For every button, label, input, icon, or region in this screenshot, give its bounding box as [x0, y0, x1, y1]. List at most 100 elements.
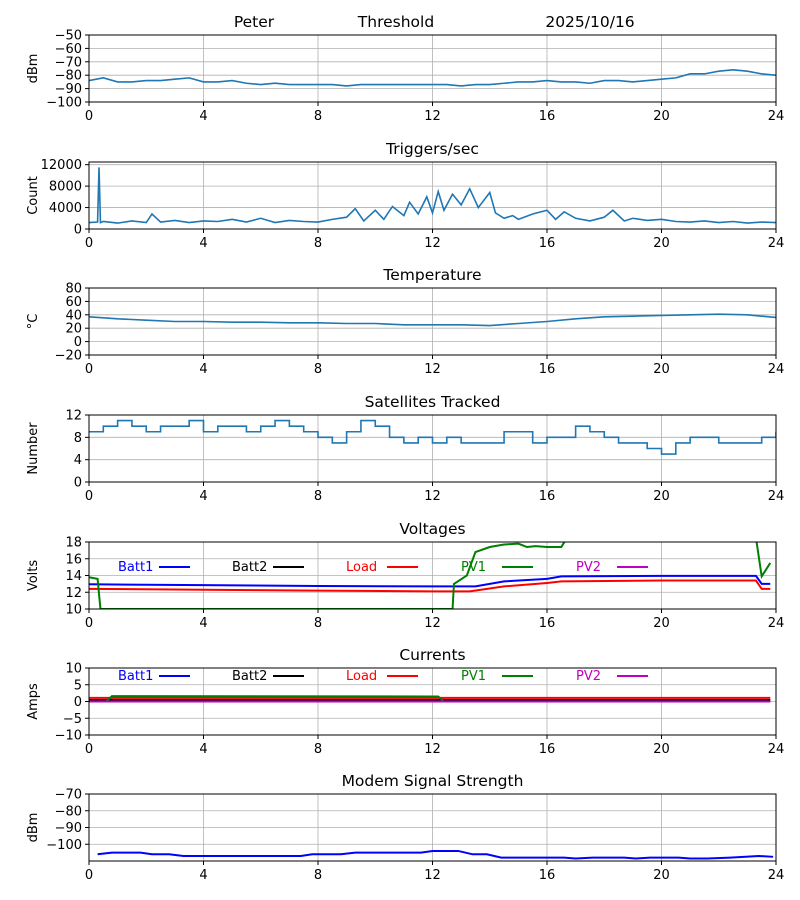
x-tick-label: 20	[653, 109, 670, 124]
x-tick-label: 24	[768, 489, 785, 504]
y-tick-label: 0	[74, 335, 82, 350]
panel-title: Temperature	[382, 266, 481, 284]
axes-frame	[88, 161, 777, 230]
x-tick-label: 12	[424, 742, 441, 757]
x-tick-label: 0	[85, 868, 93, 883]
y-tick-label: 20	[65, 322, 82, 337]
x-tick-label: 8	[314, 362, 322, 377]
y-tick-label: −50	[55, 29, 82, 44]
y-tick-label: 10	[65, 603, 82, 618]
x-tick-label: 20	[653, 362, 670, 377]
y-tick-label: −60	[55, 42, 82, 57]
x-tick-label: 12	[424, 489, 441, 504]
x-tick-label: 24	[768, 236, 785, 251]
series-line-triggers	[89, 167, 776, 224]
x-tick-label: 20	[653, 236, 670, 251]
axes-frame	[88, 541, 777, 610]
x-tick-label: 20	[653, 616, 670, 631]
y-tick-label: −80	[55, 804, 82, 819]
y-axis-label: Number	[26, 422, 41, 475]
x-tick-label: 16	[539, 109, 556, 124]
x-tick-label: 4	[199, 236, 207, 251]
axes-frame	[88, 414, 777, 483]
y-tick-label: 40	[65, 308, 82, 323]
series-line-batt1	[89, 574, 771, 588]
x-tick-label: 16	[539, 616, 556, 631]
y-tick-label: −70	[55, 788, 82, 803]
panel-title: Modem Signal Strength	[342, 772, 524, 790]
y-tick-label: −20	[55, 349, 82, 364]
axes-frame	[88, 793, 777, 862]
axes-frame	[88, 667, 777, 736]
x-tick-label: 12	[424, 109, 441, 124]
y-tick-label: 8	[74, 431, 82, 446]
y-tick-label: 4	[74, 453, 82, 468]
x-tick-label: 4	[199, 742, 207, 757]
legend-label: PV2	[576, 669, 601, 684]
y-tick-label: 4000	[49, 201, 82, 216]
x-tick-label: 0	[85, 236, 93, 251]
y-tick-label: 12	[65, 409, 82, 424]
header-name: Peter	[234, 13, 275, 31]
series-line-modem	[97, 849, 774, 860]
x-tick-label: 8	[314, 868, 322, 883]
y-axis-label: dBm	[26, 813, 41, 843]
x-tick-label: 20	[653, 868, 670, 883]
x-tick-label: 12	[424, 362, 441, 377]
legend-label: Batt1	[118, 669, 153, 684]
x-tick-label: 4	[199, 362, 207, 377]
legend-label: PV1	[461, 560, 486, 575]
y-tick-label: 0	[74, 223, 82, 238]
axes-frame	[88, 34, 777, 103]
x-tick-label: 8	[314, 109, 322, 124]
panel-1: 0 4 8 12 16 20 24 0 4000 8000 12000 Triggers/sec Cou…	[26, 140, 784, 251]
x-tick-label: 0	[85, 109, 93, 124]
x-tick-label: 8	[314, 489, 322, 504]
y-tick-label: −90	[55, 82, 82, 97]
x-tick-label: 24	[768, 868, 785, 883]
series-line-pv1	[89, 542, 772, 609]
x-tick-label: 16	[539, 362, 556, 377]
x-tick-label: 24	[768, 616, 785, 631]
legend-label: PV1	[461, 669, 486, 684]
legend-label: PV2	[576, 560, 601, 575]
legend-label: Load	[346, 669, 377, 684]
x-tick-label: 4	[199, 489, 207, 504]
x-tick-label: 12	[424, 236, 441, 251]
y-tick-label: 0	[74, 695, 82, 710]
panel-0: 0 4 8 12 16 20 24 −100−90−80−70−60−50 dBm	[26, 29, 784, 125]
axes-frame	[88, 287, 777, 356]
y-tick-label: 18	[65, 536, 82, 551]
y-tick-label: −80	[55, 69, 82, 84]
panel-title: Currents	[399, 646, 465, 664]
x-tick-label: 12	[424, 868, 441, 883]
x-tick-label: 16	[539, 236, 556, 251]
legend-label: Load	[346, 560, 377, 575]
y-tick-label: 16	[65, 552, 82, 567]
panel-title: Voltages	[399, 520, 465, 538]
panel-title: Satellites Tracked	[365, 393, 501, 411]
y-axis-label: Count	[26, 176, 41, 215]
x-tick-label: 16	[539, 742, 556, 757]
x-tick-label: 8	[314, 616, 322, 631]
y-tick-label: 12000	[41, 158, 82, 173]
y-axis-label: Amps	[26, 683, 41, 720]
x-tick-label: 8	[314, 742, 322, 757]
legend-label: Batt2	[232, 560, 267, 575]
header-date: 2025/10/16	[545, 13, 634, 31]
x-tick-label: 12	[424, 616, 441, 631]
x-tick-label: 24	[768, 362, 785, 377]
x-tick-label: 20	[653, 742, 670, 757]
y-axis-label: °C	[26, 314, 41, 330]
x-tick-label: 8	[314, 236, 322, 251]
y-tick-label: 10	[65, 662, 82, 677]
series-line-signal	[89, 69, 776, 87]
y-tick-label: 60	[65, 295, 82, 310]
series-line-temperature	[89, 313, 776, 327]
panel-6: 0 4 8 12 16 20 24 −100 −90 −80−70 Modem Signal Str…	[26, 772, 784, 883]
x-tick-label: 4	[199, 109, 207, 124]
y-tick-label: −70	[55, 55, 82, 70]
